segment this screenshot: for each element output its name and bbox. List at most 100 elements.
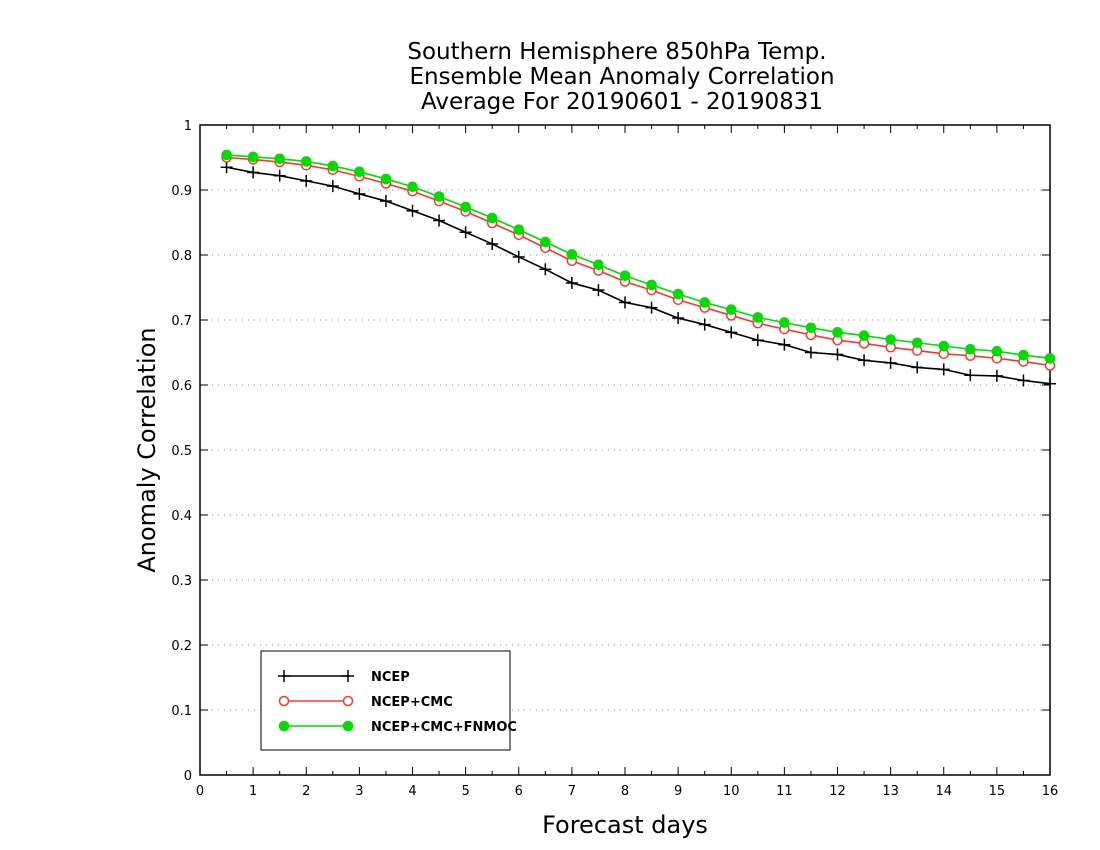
data-point-ncep xyxy=(725,326,738,339)
data-point-ncep xyxy=(273,169,286,182)
x-tick-label: 5 xyxy=(461,784,469,799)
data-point-ncep-cmc-fnmoc xyxy=(354,166,365,178)
data-point-ncep xyxy=(990,369,1003,382)
data-point-ncep xyxy=(433,214,446,227)
data-point-ncep-cmc-fnmoc xyxy=(965,343,976,355)
data-point-ncep-cmc-fnmoc xyxy=(327,160,339,172)
y-tick-label: 0.6 xyxy=(171,379,192,394)
chart-title: Southern Hemisphere 850hPa Temp. Ensembl… xyxy=(407,39,834,115)
data-point-ncep-cmc-fnmoc xyxy=(991,345,1003,357)
data-point-ncep-cmc-fnmoc xyxy=(300,156,312,167)
legend-item-ncep: NCEP xyxy=(278,670,410,685)
gridlines xyxy=(200,189,1050,711)
legend-label: NCEP xyxy=(371,670,410,685)
x-tick-label: 14 xyxy=(935,784,952,799)
y-tick-label: 0.7 xyxy=(171,314,192,329)
series-line-ncep-cmc xyxy=(226,156,1051,367)
data-point-ncep xyxy=(911,361,924,374)
data-point-ncep xyxy=(486,237,499,250)
y-tick-label: 0.1 xyxy=(171,704,192,719)
x-tick-label: 3 xyxy=(355,784,363,799)
data-point-ncep xyxy=(592,284,605,297)
data-point-ncep xyxy=(858,354,871,367)
y-tick-label: 0.5 xyxy=(171,444,192,459)
x-tick-label: 15 xyxy=(989,784,1006,799)
y-tick-label: 0.8 xyxy=(171,249,192,264)
data-point-ncep-cmc-fnmoc xyxy=(752,312,764,323)
y-tick-label: 0.3 xyxy=(171,574,192,589)
legend: NCEP NCEP+CMC NCEP+CMC+FNMOC xyxy=(260,650,517,751)
x-axis-label: Forecast days xyxy=(542,811,708,839)
chart-title-line-3: Average For 20190601 - 20190831 xyxy=(421,89,823,115)
data-point-ncep-cmc-fnmoc xyxy=(433,191,445,202)
x-tick-label: 10 xyxy=(723,784,740,799)
x-tick-label: 13 xyxy=(882,784,899,799)
legend-marker xyxy=(342,670,354,682)
legend-marker xyxy=(278,670,290,682)
y-tick-label: 0.2 xyxy=(171,639,192,654)
x-tick-label: 11 xyxy=(776,784,793,799)
y-tick-label: 0.4 xyxy=(171,509,192,524)
data-point-ncep xyxy=(804,346,817,359)
x-tick-label: 16 xyxy=(1042,784,1059,799)
data-point-ncep xyxy=(220,161,233,174)
x-tick-label: 0 xyxy=(196,784,204,799)
y-axis-label: Anomaly Correlation xyxy=(133,327,161,572)
data-point-ncep xyxy=(1044,377,1056,390)
data-point-ncep-cmc-fnmoc xyxy=(1018,349,1029,361)
data-point-ncep-cmc-fnmoc xyxy=(911,337,923,349)
legend-item-ncep-cmc: NCEP+CMC xyxy=(278,695,453,710)
legend-marker xyxy=(342,695,354,707)
data-point-ncep-cmc-fnmoc xyxy=(274,153,285,165)
chart-title-line-2: Ensemble Mean Anomaly Correlation xyxy=(409,64,834,90)
series-line-ncep-cmc-fnmoc xyxy=(226,154,1051,360)
data-point-ncep-cmc-fnmoc xyxy=(407,181,418,193)
data-point-ncep xyxy=(751,334,764,347)
data-point-ncep-cmc-fnmoc xyxy=(619,270,631,282)
y-tick-label: 0 xyxy=(184,769,192,784)
data-point-ncep-cmc-fnmoc xyxy=(1044,353,1056,364)
data-point-ncep xyxy=(672,312,685,325)
x-tick-labels: 0 1 2 3 4 5 6 7 8 9 10 11 12 13 14 15 16 xyxy=(196,784,1058,799)
data-point-ncep-cmc-fnmoc xyxy=(699,297,710,308)
legend-marker xyxy=(342,720,354,732)
series-ncep-cmc-fnmoc xyxy=(221,149,1056,364)
axis-ticks xyxy=(199,124,1051,776)
data-point-ncep xyxy=(300,174,313,187)
data-point-ncep xyxy=(406,204,419,217)
data-point-ncep xyxy=(539,263,552,276)
legend-label: NCEP+CMC xyxy=(371,695,453,710)
x-tick-label: 4 xyxy=(408,784,416,799)
data-point-ncep-cmc-fnmoc xyxy=(725,304,737,315)
data-point-ncep xyxy=(1017,374,1030,387)
data-point-ncep-cmc-fnmoc xyxy=(540,236,551,248)
legend-marker xyxy=(278,695,290,707)
series-line-ncep xyxy=(226,166,1051,385)
y-tick-label: 0.9 xyxy=(171,184,192,199)
data-point-ncep xyxy=(645,301,658,314)
data-point-ncep-cmc-fnmoc xyxy=(221,149,232,161)
data-point-ncep xyxy=(512,250,525,263)
data-point-ncep xyxy=(964,369,977,382)
y-tick-labels: 0 0.1 0.2 0.3 0.4 0.5 0.6 0.7 0.8 0.9 1 xyxy=(171,119,192,784)
chart-title-line-1: Southern Hemisphere 850hPa Temp. xyxy=(407,39,826,65)
x-tick-label: 6 xyxy=(515,784,523,799)
data-point-ncep-cmc-fnmoc xyxy=(247,151,259,163)
data-point-ncep xyxy=(247,166,260,179)
series-ncep-cmc xyxy=(221,152,1056,371)
data-point-ncep-cmc-fnmoc xyxy=(672,288,684,300)
x-tick-label: 7 xyxy=(568,784,576,799)
series-ncep xyxy=(220,161,1056,390)
data-point-ncep xyxy=(831,348,844,361)
data-point-ncep-cmc-fnmoc xyxy=(832,327,843,338)
data-point-ncep-cmc-fnmoc xyxy=(380,173,392,185)
data-point-ncep-cmc-fnmoc xyxy=(779,317,790,328)
data-point-ncep-cmc-fnmoc xyxy=(566,249,578,260)
series-lines xyxy=(220,149,1056,390)
x-tick-label: 8 xyxy=(621,784,629,799)
data-point-ncep-cmc-fnmoc xyxy=(938,340,950,352)
data-point-ncep xyxy=(565,276,578,289)
data-point-ncep-cmc-fnmoc xyxy=(885,334,896,345)
data-point-ncep xyxy=(698,318,711,331)
